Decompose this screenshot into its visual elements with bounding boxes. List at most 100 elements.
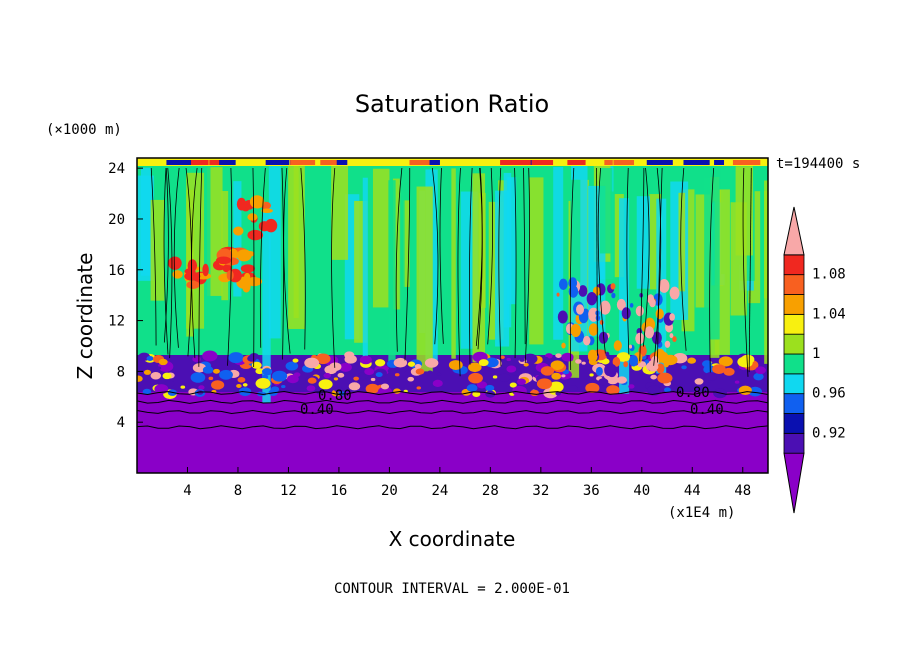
field-blob (158, 358, 168, 366)
field-blob (589, 373, 594, 377)
x-axis-ticks: 4 8 12 16 20 24 28 32 36 40 44 48 (183, 467, 751, 499)
field-blob (255, 368, 264, 375)
colorbar-segment (783, 274, 805, 295)
contour-line (331, 167, 336, 368)
saturation-field (137, 158, 768, 403)
field-blob (186, 280, 200, 289)
field-blob (484, 357, 499, 368)
contour-label-1: 0.80 (318, 388, 352, 404)
contour-line (477, 167, 483, 350)
field-blob (509, 382, 517, 388)
field-blob (551, 372, 562, 380)
field-blob (512, 385, 527, 397)
field-blob (654, 364, 659, 370)
field-blob (249, 352, 259, 360)
field-streak (221, 190, 229, 301)
field-blob (211, 380, 225, 390)
field-blob (468, 362, 482, 373)
field-blob (143, 369, 152, 375)
field-blob (616, 352, 631, 362)
field-blob (606, 385, 620, 395)
field-streak (205, 164, 211, 317)
field-blob (629, 354, 639, 367)
field-blob (236, 197, 247, 211)
field-blob (519, 357, 525, 362)
field-streak (268, 166, 281, 339)
field-streak (331, 164, 349, 260)
footer-contour-interval: CONTOUR INTERVAL = 2.000E-01 (334, 581, 570, 597)
field-blob (236, 384, 242, 389)
top-band-patch (320, 160, 337, 165)
field-blob (530, 389, 539, 397)
contour-line (596, 167, 598, 356)
x-tick-label: 12 (280, 483, 297, 499)
x-tick-label: 8 (234, 483, 242, 499)
field-streak (388, 180, 396, 367)
field-blob (244, 272, 251, 281)
field-streak (233, 181, 242, 297)
field-blob (558, 278, 568, 290)
contour-line (680, 167, 687, 351)
field-blob (393, 357, 408, 368)
field-blob (192, 363, 207, 373)
x-tick-label: 32 (532, 483, 549, 499)
field-blob (164, 380, 175, 388)
field-blob (202, 263, 209, 277)
field-blob (635, 332, 645, 345)
top-band-patch (428, 160, 440, 165)
field-blob (628, 384, 635, 389)
field-blob (649, 298, 656, 308)
field-blob (137, 375, 143, 382)
x-tick-label: 44 (684, 483, 701, 499)
field-blob (664, 387, 671, 393)
field-blob (156, 366, 162, 370)
field-blob (375, 359, 386, 367)
field-blob (755, 366, 767, 375)
field-blob (669, 313, 676, 321)
x-tick-label: 4 (183, 483, 191, 499)
field-blob (394, 373, 400, 377)
field-blob (424, 358, 439, 368)
field-blob (568, 285, 579, 298)
contour-line (569, 167, 575, 371)
field-blob (339, 362, 352, 372)
field-blob (568, 385, 578, 392)
field-blob (249, 195, 265, 209)
field-blob (657, 372, 673, 384)
field-blob (568, 277, 578, 289)
field-blob (621, 307, 631, 320)
field-blob (557, 310, 568, 324)
field-blob (566, 356, 574, 362)
field-streak (402, 200, 410, 287)
contour-line (137, 425, 768, 430)
field-blob (647, 385, 662, 396)
field-blob (318, 379, 333, 390)
field-blob (542, 356, 549, 362)
field-blob (245, 250, 255, 257)
field-blob (723, 367, 735, 376)
field-blob (208, 376, 214, 381)
field-blob (146, 355, 154, 361)
field-blob (304, 357, 320, 369)
field-streak (150, 199, 165, 301)
field-blob (687, 357, 697, 364)
field-blob (492, 375, 498, 379)
x-tick-label: 28 (482, 483, 499, 499)
field-blob (323, 372, 332, 379)
contour-line (281, 167, 284, 360)
field-blob (694, 378, 704, 385)
y-axis-label: Z coordinate (73, 253, 97, 380)
field-blob (669, 286, 680, 300)
top-band-patch (683, 160, 710, 165)
field-blob (202, 350, 218, 362)
field-blob (718, 356, 733, 367)
contour-label-3: 0.80 (676, 385, 710, 401)
contour-line (395, 167, 403, 352)
contour-line (150, 167, 157, 346)
contour-line (137, 399, 768, 404)
x-tick-label: 20 (381, 483, 398, 499)
field-streak (140, 167, 151, 276)
field-blob (575, 359, 582, 364)
contour-label-2: 0.40 (300, 402, 334, 418)
field-blob (172, 270, 183, 279)
